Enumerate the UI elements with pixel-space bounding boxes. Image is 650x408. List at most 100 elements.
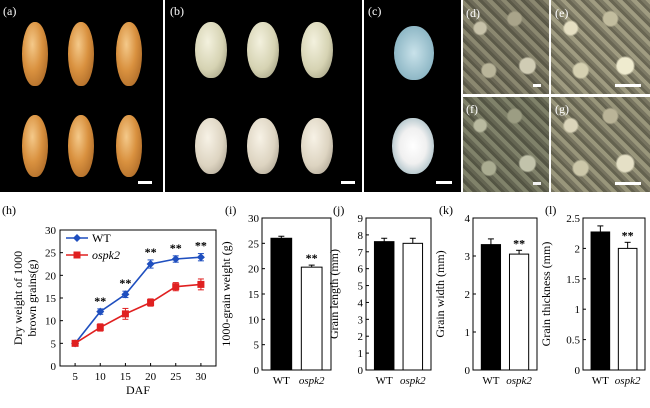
y-axis-label-line: Dry weight of 1000 xyxy=(11,251,25,345)
y-axis-label-line: brown grains(g) xyxy=(25,260,39,337)
wt-grain-cross-section xyxy=(394,26,434,80)
x-tick-label: 10 xyxy=(95,371,107,383)
data-point-wt xyxy=(96,307,105,316)
y-tick-label: 9 xyxy=(358,213,364,225)
panel-label-a: (a) xyxy=(3,4,17,18)
y-axis-label: Grain thickness (mm) xyxy=(539,242,553,347)
panel-label: (k) xyxy=(439,203,453,217)
y-tick-label: 3 xyxy=(358,314,364,326)
y-tick-label: 0 xyxy=(254,365,260,377)
significance-mark: ** xyxy=(195,239,207,253)
panel-label-d: (d) xyxy=(466,6,480,20)
data-point-ospk2 xyxy=(96,323,104,331)
y-tick-label: 0 xyxy=(51,361,57,373)
mutant-brown-grain xyxy=(301,118,333,174)
x-tick-label: 5 xyxy=(72,371,78,383)
significance-mark: ** xyxy=(145,245,157,259)
y-tick-label: 7 xyxy=(358,247,364,259)
data-point-ospk2 xyxy=(197,280,205,288)
y-tick-label: 15 xyxy=(248,289,260,301)
x-tick-label: ospk2 xyxy=(615,375,641,387)
y-axis-label: Grain length (mm) xyxy=(327,249,341,339)
data-point-ospk2 xyxy=(71,339,79,347)
mutant-rice-grain xyxy=(22,115,48,177)
bar-chart-j: (j) 0 1 2 3 4 5 6 7 8 9 Grain length (mm) WT ospk2 xyxy=(327,203,432,387)
data-point-wt xyxy=(171,255,180,264)
panel-label-h: (h) xyxy=(2,203,16,217)
wt-brown-grain xyxy=(195,22,227,78)
wt-brown-grain xyxy=(247,22,279,78)
x-tick-label: WT xyxy=(482,375,499,387)
x-tick-label: 25 xyxy=(170,371,182,383)
plot-frame xyxy=(582,217,646,371)
panel-label-b: (b) xyxy=(170,4,184,18)
panel-label: (i) xyxy=(225,203,236,217)
y-tick-label: 2 xyxy=(575,243,581,255)
panel-label: (j) xyxy=(333,203,344,217)
x-tick-label: 15 xyxy=(120,371,132,383)
x-tick-label: 30 xyxy=(195,371,207,383)
sem-panel-e xyxy=(551,0,650,94)
sem-panel-g xyxy=(551,97,650,192)
significance-mark: ** xyxy=(306,251,318,265)
series-line-wt xyxy=(74,256,201,344)
y-tick-label: 0 xyxy=(575,365,581,377)
x-axis-label: DAF xyxy=(126,383,150,397)
y-tick-label: 5 xyxy=(51,338,57,350)
scale-bar xyxy=(615,84,641,87)
bar-wt xyxy=(373,241,395,371)
x-tick-label: ospk2 xyxy=(299,375,325,387)
y-tick-label: 1 xyxy=(465,327,471,339)
significance-mark: ** xyxy=(170,241,182,255)
data-point-ospk2 xyxy=(121,310,129,318)
x-tick-label: 20 xyxy=(145,371,157,383)
x-tick-label: ospk2 xyxy=(400,375,426,387)
y-tick-label: 4 xyxy=(358,297,364,309)
panel-label-f: (f) xyxy=(466,102,478,116)
scale-bar xyxy=(615,182,641,185)
legend-label: ospk2 xyxy=(92,248,120,262)
scale-bar xyxy=(533,182,541,185)
legend-marker xyxy=(73,251,81,259)
y-tick-label: 10 xyxy=(248,314,260,326)
wt-rice-grain xyxy=(22,22,48,86)
bar-wt xyxy=(270,237,293,371)
y-tick-label: 8 xyxy=(358,230,364,242)
bar-ospk2 xyxy=(402,242,424,371)
y-tick-label: 2 xyxy=(358,331,364,343)
photo-panel-b xyxy=(165,0,362,192)
wt-rice-grain xyxy=(116,22,142,86)
scale-bar xyxy=(533,84,541,87)
y-tick-label: 25 xyxy=(248,238,260,250)
x-tick-label: WT xyxy=(376,375,393,387)
y-tick-label: 20 xyxy=(45,270,57,282)
data-point-wt xyxy=(146,260,155,268)
significance-mark: ** xyxy=(513,236,525,250)
scale-bar xyxy=(138,181,152,184)
legend-marker xyxy=(73,234,81,242)
bar-chart-k: (k) 0 1 2 3 4 Grain width (mm) WT ospk2 ** xyxy=(433,203,538,387)
y-tick-label: 4 xyxy=(465,213,471,225)
plot-frame xyxy=(365,217,432,371)
bar-wt xyxy=(480,244,502,371)
y-tick-label: 2.5 xyxy=(566,213,580,225)
scale-bar xyxy=(341,181,355,184)
significance-mark: ** xyxy=(94,294,106,308)
bar-chart-i: (i) 0 5 10 15 20 25 30 1000-grain weight (g) WT os… xyxy=(219,203,332,387)
series-line-ospk2 xyxy=(74,283,201,345)
photo-panel-a xyxy=(0,0,163,192)
y-axis-label: 1000-grain weight (g) xyxy=(219,241,233,346)
y-axis-label: Grain width (mm) xyxy=(433,250,447,337)
y-tick-label: 10 xyxy=(45,316,57,328)
data-point-ospk2 xyxy=(172,283,180,291)
x-tick-label: WT xyxy=(273,375,290,387)
y-tick-label: 1.5 xyxy=(566,274,580,286)
y-tick-label: 0.5 xyxy=(566,335,580,347)
y-tick-label: 5 xyxy=(254,340,260,352)
photo-panel-c xyxy=(364,0,461,192)
y-tick-label: 6 xyxy=(358,264,364,276)
y-tick-label: 3 xyxy=(465,251,471,263)
x-tick-label: WT xyxy=(592,375,609,387)
sem-panel-f xyxy=(463,97,549,192)
